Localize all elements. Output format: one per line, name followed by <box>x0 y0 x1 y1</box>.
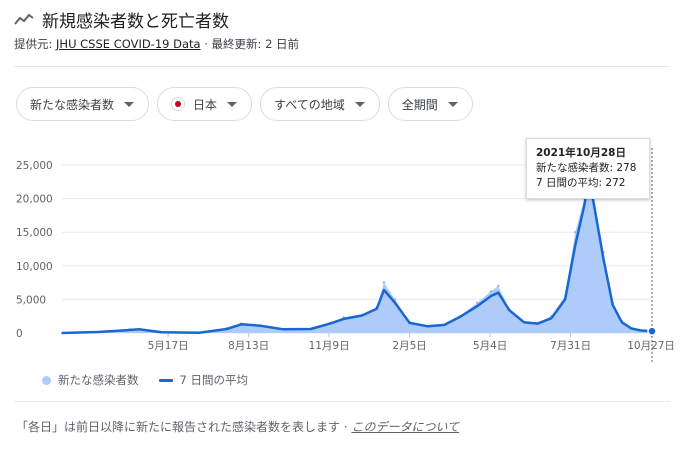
cases-point <box>476 301 479 304</box>
legend-label-cases: 新たな感染者数 <box>58 373 139 387</box>
cases-point <box>393 298 397 301</box>
chevron-down-icon <box>124 101 135 107</box>
divider <box>14 401 670 402</box>
y-tick-label: 20,000 <box>16 194 53 206</box>
source-prefix: 提供元: <box>14 37 57 51</box>
japan-flag-icon <box>171 97 186 111</box>
chevron-down-icon <box>447 101 458 107</box>
y-tick-label: 5,000 <box>16 294 46 306</box>
trend-line-icon <box>14 13 34 25</box>
legend-label-average: 7 日間の平均 <box>179 373 248 387</box>
legend-swatch-cases <box>42 375 51 385</box>
period-label: 全期間 <box>401 97 438 112</box>
x-tick-label: 11月9日 <box>309 340 350 352</box>
cases-point <box>382 281 386 284</box>
period-dropdown[interactable]: 全期間 <box>387 87 473 121</box>
y-tick-label: 25,000 <box>16 160 53 172</box>
region-label: すべての地域 <box>274 97 345 112</box>
filter-bar: 新たな感染者数 日本 すべての地域 全期間 <box>16 87 473 121</box>
about-data-link[interactable]: このデータについて <box>351 420 460 434</box>
chevron-down-icon <box>227 101 238 107</box>
y-tick-label: 0 <box>16 328 23 340</box>
x-tick-label: 5月17日 <box>148 340 189 352</box>
cases-point <box>574 231 577 234</box>
legend-item-average: 7 日間の平均 <box>158 372 248 388</box>
divider <box>14 66 670 67</box>
x-tick-label: 2月5日 <box>392 340 426 352</box>
source-line: 提供元: JHU CSSE COVID-19 Data · 最終更新: 2 日前 <box>14 36 670 52</box>
y-tick-label: 15,000 <box>16 227 53 239</box>
page-title: 新規感染者数と死亡者数 <box>42 11 229 32</box>
last-updated: · 最終更新: 2 日前 <box>200 37 300 51</box>
tooltip-average: 7 日間の平均: 272 <box>536 177 626 189</box>
hover-point <box>647 326 657 336</box>
country-label: 日本 <box>193 97 218 112</box>
metric-label: 新たな感染者数 <box>30 97 115 112</box>
tooltip-date: 2021年10月28日 <box>536 147 626 159</box>
chevron-down-icon <box>354 101 365 107</box>
x-tick-label: 8月13日 <box>228 340 269 352</box>
country-dropdown[interactable]: 日本 <box>157 87 253 121</box>
chart-tooltip: 2021年10月28日 新たな感染者数: 278 7 日間の平均: 272 <box>526 138 650 199</box>
x-tick-label: 5月4日 <box>473 340 507 352</box>
x-tick-label: 10月27日 <box>627 340 675 352</box>
legend-item-cases: 新たな感染者数 <box>42 372 139 388</box>
legend-swatch-average <box>158 378 173 382</box>
x-tick-label: 7月31日 <box>550 340 591 352</box>
chart-legend: 新たな感染者数 7 日間の平均 <box>42 372 248 388</box>
series-cases-area <box>62 171 652 333</box>
cases-point <box>489 290 493 293</box>
region-dropdown[interactable]: すべての地域 <box>260 87 380 121</box>
tooltip-cases: 新たな感染者数: 278 <box>536 162 637 174</box>
footer-note: 「各日」は前日以降に新たに報告された感染者数を表します · このデータについて <box>16 418 459 435</box>
metric-dropdown[interactable]: 新たな感染者数 <box>16 87 150 121</box>
y-tick-label: 10,000 <box>16 261 53 273</box>
chart-header: 新規感染者数と死亡者数 提供元: JHU CSSE COVID-19 Data … <box>14 8 670 52</box>
source-link[interactable]: JHU CSSE COVID-19 Data <box>56 37 201 51</box>
footer-text: 「各日」は前日以降に新たに報告された感染者数を表します · <box>16 420 352 434</box>
cases-point <box>497 284 500 288</box>
